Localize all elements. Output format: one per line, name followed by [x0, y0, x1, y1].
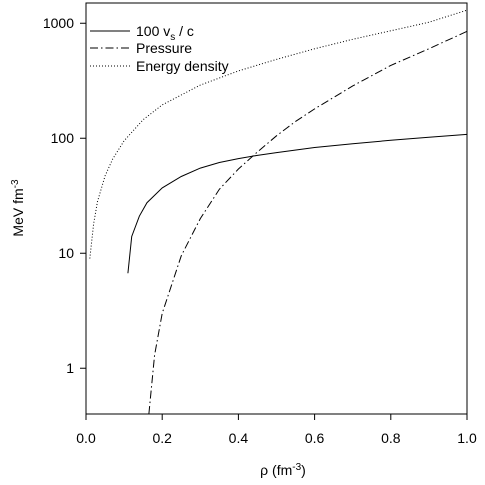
series-line-2: [148, 30, 468, 415]
legend-label-pressure: Pressure: [136, 40, 192, 56]
series-line-3: [89, 9, 468, 259]
series-layer: [89, 9, 468, 415]
legend-sound-speed-prefix: 100 v: [136, 23, 170, 39]
x-tick-label: 0.0: [76, 430, 96, 446]
legend-sound-speed-suffix: / c: [175, 23, 194, 39]
x-tick-label: 0.6: [305, 430, 325, 446]
y-tick-label: 100: [51, 130, 75, 146]
x-tick-label: 1.0: [457, 430, 477, 446]
y-tick-label: 1: [66, 360, 74, 376]
y-axis-label-exponent: -3: [10, 179, 21, 188]
x-axis-label-main: ρ (fm: [260, 462, 292, 478]
x-axis-label-exponent: -3: [292, 462, 301, 473]
y-tick-label: 10: [58, 245, 74, 261]
y-tick-label: 1000: [43, 15, 74, 31]
x-tick-label: 0.8: [381, 430, 401, 446]
plot-frame: [85, 2, 468, 415]
x-tick-label: 0.2: [152, 430, 172, 446]
legend: 100 vs / c Pressure Energy density: [90, 23, 229, 74]
x-axis-label: ρ (fm-3): [260, 462, 306, 478]
legend-label-sound-speed: 100 vs / c: [136, 23, 194, 43]
ticks-layer: 0.0 0.2 0.4 0.6 0.8 1.0 1 10 100 1000: [43, 15, 477, 446]
y-axis-label-main: MeV fm: [10, 188, 26, 236]
series-line-1: [127, 133, 468, 274]
legend-sound-speed-subscript: s: [170, 32, 175, 43]
x-tick-label: 0.4: [229, 430, 249, 446]
legend-label-energy-density: Energy density: [136, 58, 229, 74]
y-axis-label: MeV fm-3: [10, 179, 26, 237]
x-axis-label-close: ): [301, 462, 306, 478]
